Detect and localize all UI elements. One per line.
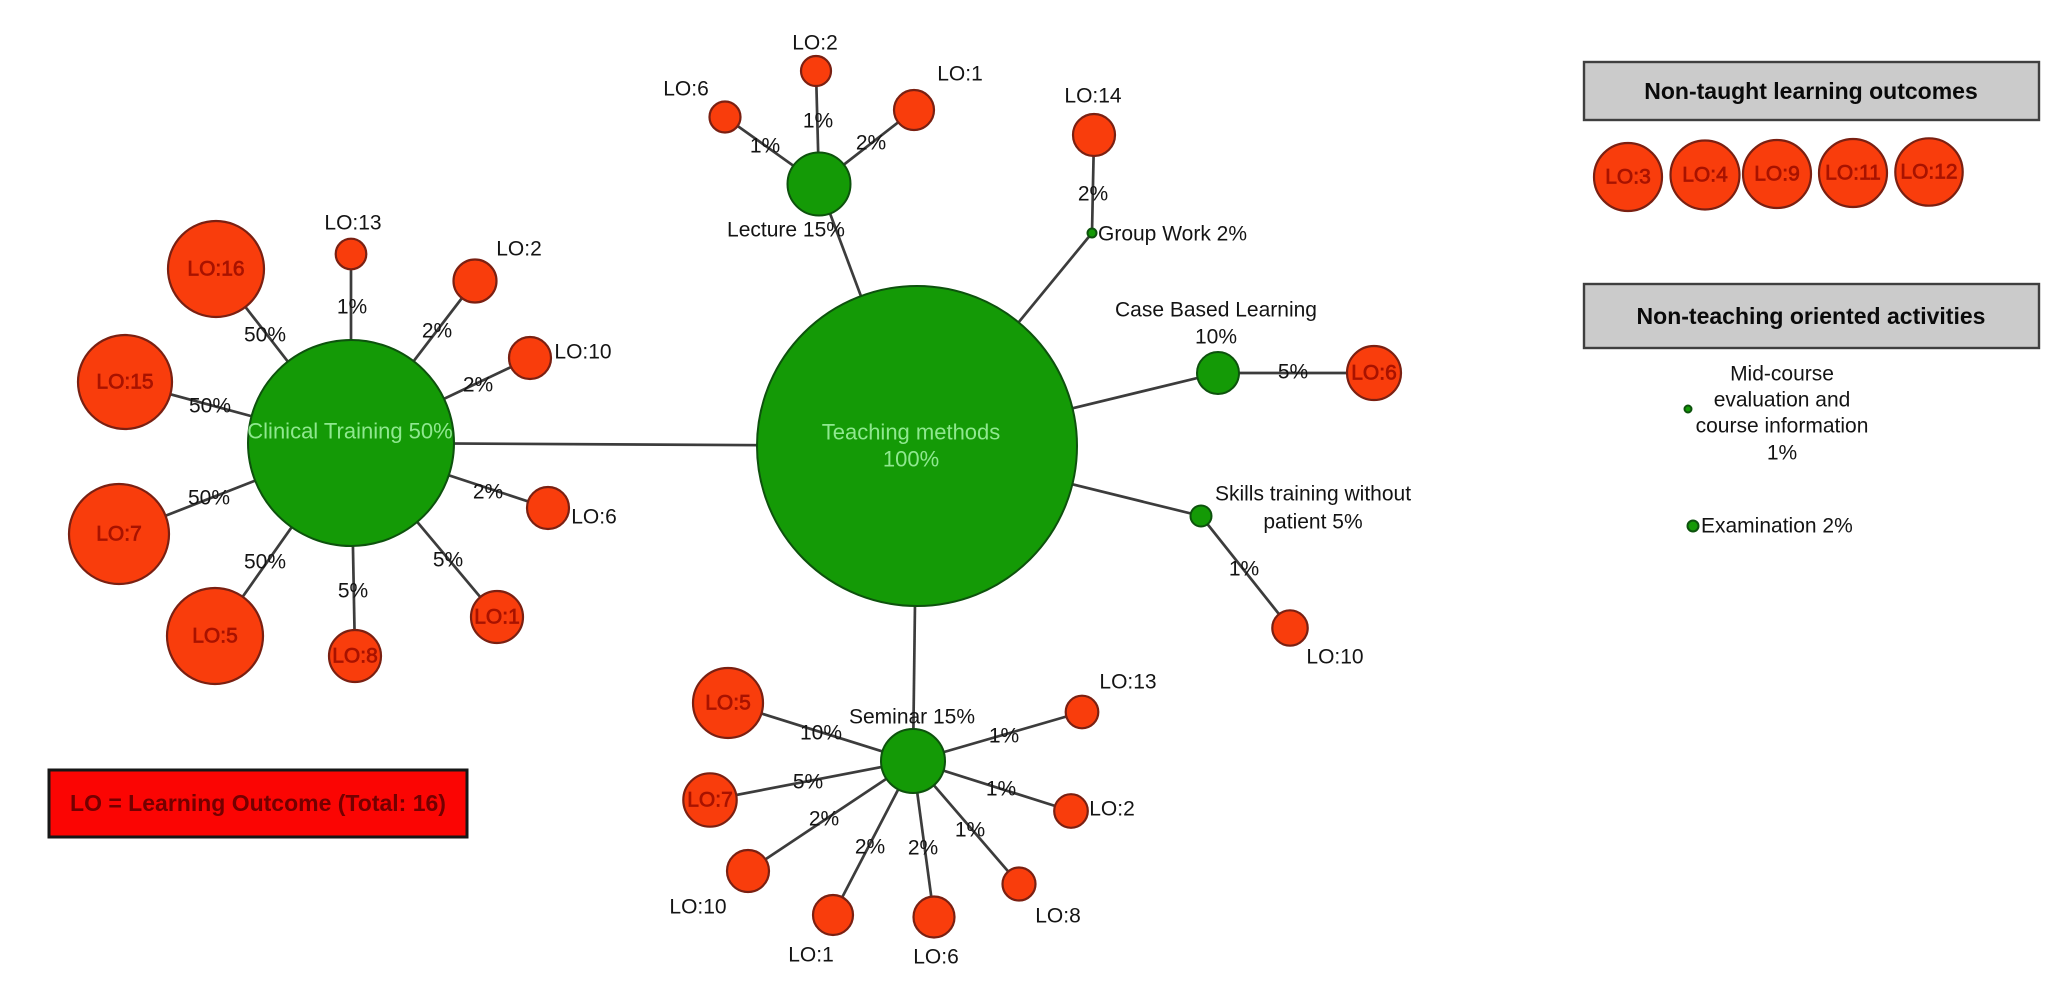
svg-text:LO:1: LO:1: [474, 606, 520, 629]
svg-text:2%: 2%: [1078, 183, 1108, 206]
svg-text:LO:3: LO:3: [1605, 166, 1651, 189]
svg-text:1%: 1%: [1229, 558, 1259, 581]
svg-text:LO:10: LO:10: [1306, 646, 1363, 669]
svg-text:course information: course information: [1696, 415, 1869, 438]
svg-text:LO = Learning Outcome (Total:: LO = Learning Outcome (Total: 16): [70, 790, 446, 816]
svg-text:Mid-course: Mid-course: [1730, 363, 1834, 386]
svg-text:2%: 2%: [856, 132, 886, 155]
svg-text:LO:16: LO:16: [187, 258, 244, 281]
svg-text:LO:9: LO:9: [1754, 163, 1800, 186]
svg-text:LO:7: LO:7: [96, 523, 142, 546]
svg-text:2%: 2%: [809, 808, 839, 831]
svg-text:LO:7: LO:7: [687, 789, 733, 812]
svg-text:Seminar 15%: Seminar 15%: [849, 706, 975, 729]
svg-text:100%: 100%: [883, 447, 939, 472]
svg-text:Examination 2%: Examination 2%: [1701, 515, 1853, 538]
svg-text:LO:2: LO:2: [792, 32, 838, 55]
svg-text:1%: 1%: [803, 110, 833, 133]
svg-text:2%: 2%: [908, 837, 938, 860]
svg-text:Case Based Learning: Case Based Learning: [1115, 299, 1317, 322]
svg-text:patient 5%: patient 5%: [1263, 511, 1362, 534]
svg-text:LO:6: LO:6: [913, 946, 959, 969]
svg-text:50%: 50%: [189, 395, 231, 418]
svg-text:1%: 1%: [986, 778, 1016, 801]
svg-text:LO:6: LO:6: [663, 78, 709, 101]
svg-text:LO:13: LO:13: [324, 212, 381, 235]
svg-text:LO:12: LO:12: [1900, 161, 1957, 184]
svg-text:1%: 1%: [955, 819, 985, 842]
svg-text:Skills training without: Skills training without: [1215, 483, 1411, 506]
svg-text:LO:13: LO:13: [1099, 671, 1156, 694]
svg-text:Teaching methods: Teaching methods: [822, 420, 1001, 445]
svg-text:LO:10: LO:10: [669, 896, 726, 919]
svg-text:5%: 5%: [433, 549, 463, 572]
svg-text:50%: 50%: [244, 551, 286, 574]
svg-text:Group Work 2%: Group Work 2%: [1098, 223, 1247, 246]
svg-text:5%: 5%: [1278, 361, 1308, 384]
svg-text:1%: 1%: [1767, 442, 1797, 465]
svg-text:5%: 5%: [793, 771, 823, 794]
svg-text:LO:1: LO:1: [937, 63, 983, 86]
svg-text:LO:4: LO:4: [1682, 164, 1728, 187]
svg-text:Non-taught learning outcomes: Non-taught learning outcomes: [1644, 78, 1978, 104]
svg-text:50%: 50%: [188, 487, 230, 510]
svg-text:Clinical Training 50%: Clinical Training 50%: [247, 419, 452, 444]
svg-text:2%: 2%: [463, 374, 493, 397]
svg-text:2%: 2%: [473, 481, 503, 504]
svg-text:1%: 1%: [750, 135, 780, 158]
svg-text:50%: 50%: [244, 324, 286, 347]
svg-text:LO:14: LO:14: [1064, 85, 1122, 108]
svg-text:LO:2: LO:2: [1089, 798, 1135, 821]
svg-text:LO:6: LO:6: [1351, 362, 1397, 385]
svg-text:evaluation and: evaluation and: [1714, 389, 1851, 412]
svg-text:LO:6: LO:6: [571, 506, 617, 529]
svg-text:LO:8: LO:8: [1035, 905, 1081, 928]
svg-text:LO:5: LO:5: [192, 625, 238, 648]
svg-text:LO:10: LO:10: [554, 341, 611, 364]
svg-text:1%: 1%: [337, 296, 367, 319]
svg-text:LO:1: LO:1: [788, 944, 834, 967]
svg-text:Lecture 15%: Lecture 15%: [727, 219, 845, 242]
svg-text:10%: 10%: [800, 722, 842, 745]
svg-text:LO:15: LO:15: [96, 371, 153, 394]
svg-text:LO:8: LO:8: [332, 645, 378, 668]
svg-text:Non-teaching oriented activiti: Non-teaching oriented activities: [1637, 303, 1986, 329]
svg-text:5%: 5%: [338, 580, 368, 603]
svg-text:1%: 1%: [989, 725, 1019, 748]
svg-text:2%: 2%: [422, 320, 452, 343]
svg-text:2%: 2%: [855, 836, 885, 859]
svg-text:LO:2: LO:2: [496, 238, 542, 261]
svg-text:10%: 10%: [1195, 326, 1237, 349]
svg-text:LO:5: LO:5: [705, 692, 751, 715]
svg-text:LO:11: LO:11: [1825, 162, 1881, 185]
